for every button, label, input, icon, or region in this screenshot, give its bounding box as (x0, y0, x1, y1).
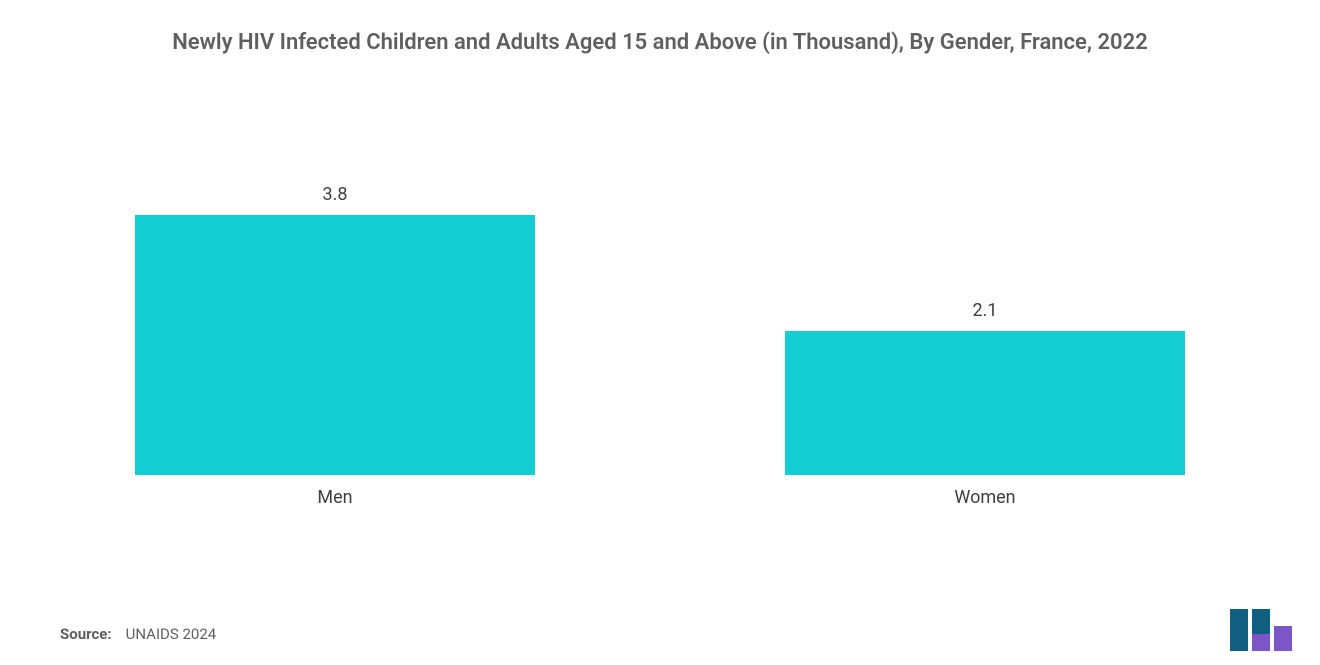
plot-area: 3.8 Men 2.1 Women (60, 98, 1260, 508)
bar-column: 2.1 Women (785, 300, 1185, 508)
source-label: Source: (60, 625, 112, 643)
logo-bar-2 (1252, 609, 1270, 651)
bar-column: 3.8 Men (135, 184, 535, 508)
source-value: UNAIDS 2024 (126, 625, 217, 643)
logo-bar-1 (1230, 609, 1248, 651)
logo-bar-3 (1274, 626, 1292, 651)
brand-logo (1230, 609, 1292, 651)
bar-value-label: 3.8 (323, 184, 348, 205)
category-label: Women (954, 487, 1015, 508)
source-footer: Source: UNAIDS 2024 (60, 625, 216, 643)
bar (785, 331, 1185, 475)
bar-value-label: 2.1 (973, 300, 998, 321)
chart-title: Newly HIV Infected Children and Adults A… (110, 28, 1210, 58)
chart-container: Newly HIV Infected Children and Adults A… (0, 0, 1320, 665)
bar (135, 215, 535, 475)
category-label: Men (317, 487, 352, 508)
